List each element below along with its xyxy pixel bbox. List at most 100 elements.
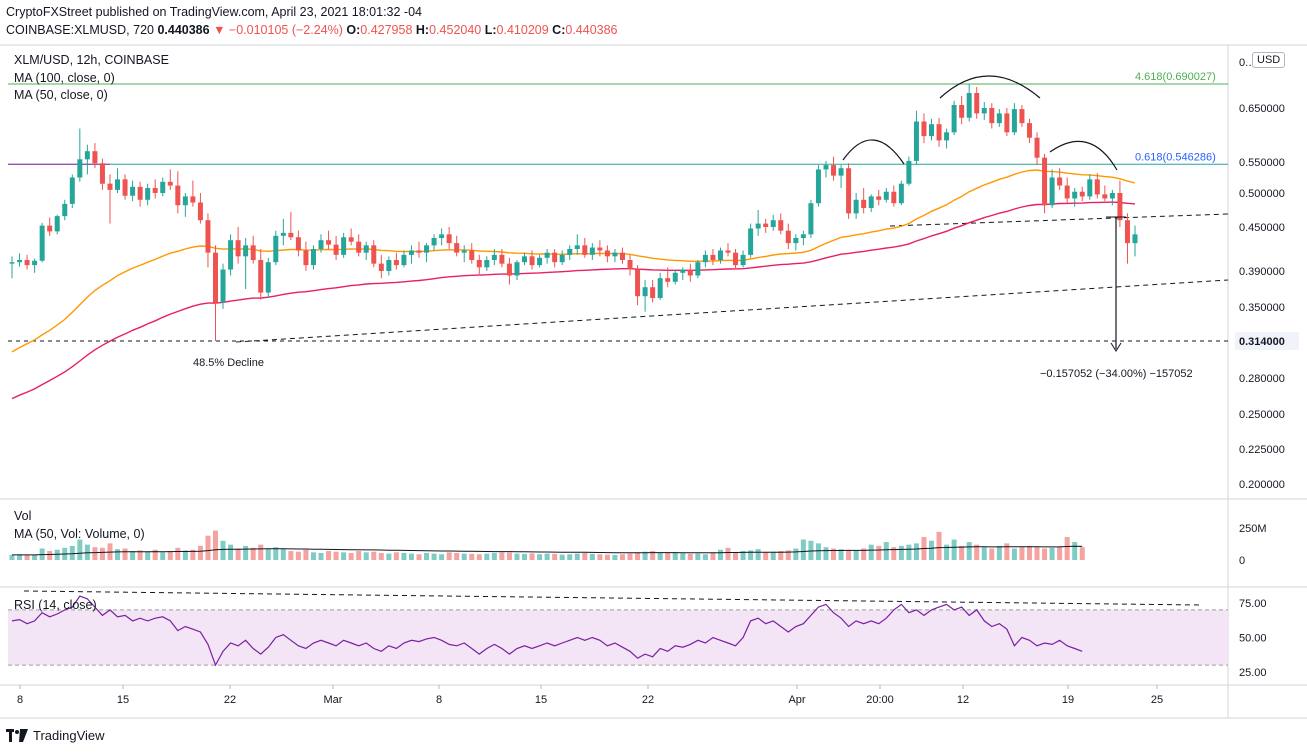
candle-body[interactable]	[476, 260, 482, 268]
candle-body[interactable]	[69, 177, 75, 204]
candle-body[interactable]	[152, 188, 158, 193]
volume-bar[interactable]	[619, 554, 625, 560]
candle-body[interactable]	[567, 249, 573, 255]
candle-body[interactable]	[461, 250, 467, 253]
volume-bar[interactable]	[378, 552, 384, 560]
candle-body[interactable]	[1004, 113, 1010, 133]
candle-body[interactable]	[1117, 193, 1123, 221]
volume-bar[interactable]	[24, 555, 30, 560]
volume-bar[interactable]	[740, 551, 746, 560]
candle-body[interactable]	[846, 168, 852, 214]
volume-bar[interactable]	[431, 553, 437, 560]
volume-bar[interactable]	[348, 552, 354, 560]
candle-body[interactable]	[1011, 109, 1017, 133]
candle-body[interactable]	[24, 260, 30, 266]
candle-body[interactable]	[853, 199, 859, 214]
volume-bar[interactable]	[891, 547, 897, 560]
volume-bar[interactable]	[137, 550, 143, 560]
candle-body[interactable]	[250, 245, 256, 260]
volume-bar[interactable]	[823, 547, 829, 560]
volume-bar[interactable]	[597, 554, 603, 560]
volume-bar[interactable]	[326, 551, 332, 560]
candle-body[interactable]	[544, 252, 550, 258]
volume-bar[interactable]	[205, 535, 211, 560]
candle-body[interactable]	[288, 232, 294, 238]
candle-body[interactable]	[1109, 193, 1115, 199]
candle-body[interactable]	[612, 252, 618, 257]
candle-body[interactable]	[710, 254, 716, 260]
candle-body[interactable]	[122, 179, 128, 196]
candle-body[interactable]	[755, 223, 761, 229]
volume-bar[interactable]	[793, 548, 799, 560]
candle-body[interactable]	[17, 260, 23, 263]
candle-body[interactable]	[921, 121, 927, 137]
candle-body[interactable]	[936, 124, 942, 141]
volume-bar[interactable]	[1004, 543, 1010, 560]
candle-body[interactable]	[243, 245, 249, 257]
candle-body[interactable]	[522, 256, 528, 263]
volume-bar[interactable]	[9, 554, 15, 560]
volume-bar[interactable]	[310, 552, 316, 560]
volume-bar[interactable]	[868, 544, 874, 560]
candle-body[interactable]	[1019, 109, 1025, 124]
volume-bar[interactable]	[401, 552, 407, 560]
candle-body[interactable]	[363, 245, 369, 253]
candle-body[interactable]	[47, 225, 53, 232]
candle-body[interactable]	[740, 254, 746, 266]
candle-body[interactable]	[99, 163, 105, 184]
candle-body[interactable]	[589, 247, 595, 255]
candle-body[interactable]	[408, 250, 414, 255]
candle-body[interactable]	[295, 237, 301, 251]
candle-body[interactable]	[393, 260, 399, 266]
volume-bar[interactable]	[846, 549, 852, 560]
candle-body[interactable]	[401, 254, 407, 266]
volume-bar[interactable]	[461, 553, 467, 560]
neckline[interactable]	[889, 213, 1229, 227]
candle-body[interactable]	[582, 245, 588, 255]
volume-bar[interactable]	[853, 550, 859, 560]
volume-bar[interactable]	[167, 551, 173, 560]
candle-body[interactable]	[190, 196, 196, 203]
candle-body[interactable]	[84, 151, 90, 160]
candle-body[interactable]	[876, 196, 882, 200]
volume-bar[interactable]	[567, 554, 573, 560]
volume-bar[interactable]	[627, 553, 633, 560]
candle-body[interactable]	[424, 245, 430, 253]
candle-body[interactable]	[1034, 137, 1040, 158]
volume-bar[interactable]	[680, 553, 686, 560]
candle-body[interactable]	[537, 257, 543, 266]
volume-bar[interactable]	[212, 530, 218, 560]
candle-body[interactable]	[763, 223, 769, 227]
candle-body[interactable]	[680, 269, 686, 273]
volume-bar[interactable]	[1026, 545, 1032, 560]
candle-body[interactable]	[944, 132, 950, 141]
candle-body[interactable]	[929, 124, 935, 137]
volume-bar[interactable]	[416, 554, 422, 560]
volume-bar[interactable]	[966, 542, 972, 560]
volume-bar[interactable]	[273, 547, 279, 560]
volume-bar[interactable]	[785, 550, 791, 560]
volume-bar[interactable]	[861, 548, 867, 560]
candle-body[interactable]	[446, 234, 452, 244]
candle-body[interactable]	[318, 240, 324, 249]
candle-body[interactable]	[167, 181, 173, 186]
candle-body[interactable]	[778, 220, 784, 231]
volume-bar[interactable]	[393, 552, 399, 560]
volume-bar[interactable]	[544, 553, 550, 560]
candle-body[interactable]	[212, 252, 218, 303]
candle-body[interactable]	[642, 287, 648, 297]
currency-button[interactable]: USD	[1252, 52, 1286, 68]
volume-bar[interactable]	[130, 551, 136, 560]
tradingview-logo[interactable]: TradingView	[6, 728, 105, 743]
volume-bar[interactable]	[446, 552, 452, 560]
volume-bar[interactable]	[996, 545, 1002, 560]
volume-bar[interactable]	[582, 552, 588, 560]
candle-body[interactable]	[145, 188, 151, 200]
volume-bar[interactable]	[522, 553, 528, 560]
volume-bar[interactable]	[122, 548, 128, 560]
candle-body[interactable]	[868, 196, 874, 208]
volume-bar[interactable]	[687, 553, 693, 560]
volume-bar[interactable]	[499, 552, 505, 560]
candle-body[interactable]	[491, 254, 497, 260]
